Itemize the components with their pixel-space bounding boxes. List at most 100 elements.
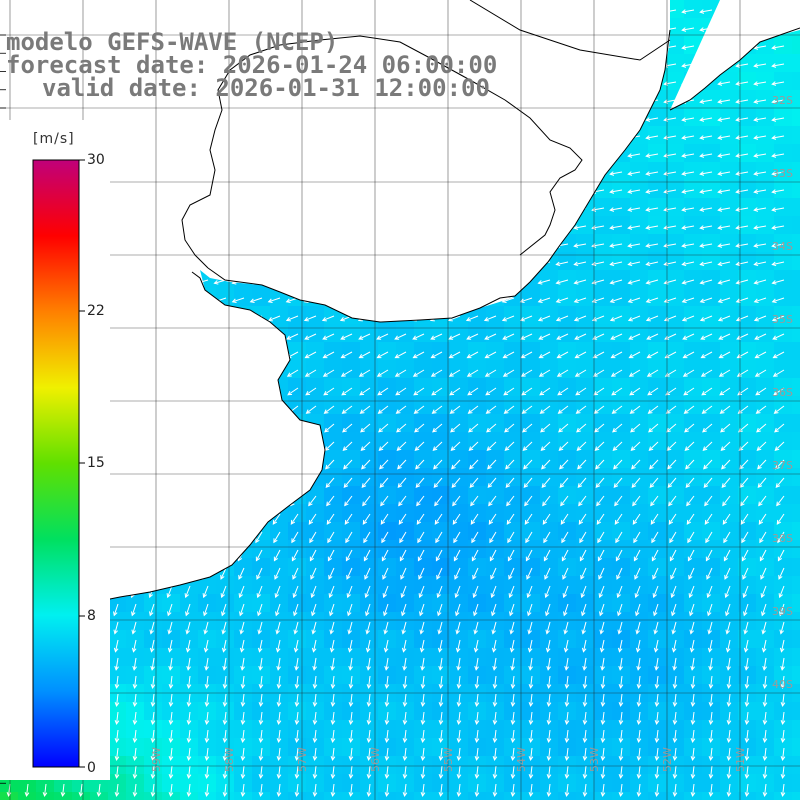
wind-cell [738, 504, 756, 522]
wind-cell [540, 540, 558, 558]
wind-cell [432, 720, 450, 738]
wind-cell [288, 576, 306, 594]
wind-cell [450, 702, 468, 720]
wind-cell [342, 432, 360, 450]
wind-cell [234, 720, 252, 738]
wind-cell [144, 702, 162, 720]
wind-cell [180, 630, 198, 648]
wind-cell [468, 774, 486, 792]
wind-cell [720, 198, 738, 216]
wind-cell [648, 612, 666, 630]
wind-arrow [645, 297, 659, 304]
wind-cell [288, 594, 306, 612]
wind-cell [756, 360, 774, 378]
wind-cell [558, 396, 576, 414]
wind-cell [702, 738, 720, 756]
wind-cell [360, 648, 378, 666]
wind-cell [630, 396, 648, 414]
wind-cell [594, 306, 612, 324]
wind-cell [738, 126, 756, 144]
wind-cell [630, 594, 648, 612]
wind-cell [792, 792, 800, 800]
wind-cell [414, 612, 432, 630]
wind-cell [360, 594, 378, 612]
wind-cell [756, 486, 774, 504]
wind-cell [648, 576, 666, 594]
wind-cell [558, 756, 576, 774]
wind-cell [378, 522, 396, 540]
wind-cell [612, 702, 630, 720]
wind-cell [684, 522, 702, 540]
wind-cell [792, 774, 800, 792]
wind-cell [576, 648, 594, 666]
wind-cell [468, 450, 486, 468]
wind-arrow [645, 279, 659, 285]
wind-cell [360, 576, 378, 594]
wind-cell [144, 738, 162, 756]
wind-cell [774, 270, 792, 288]
wind-cell [702, 162, 720, 180]
wind-cell [792, 36, 800, 54]
wind-cell [648, 648, 666, 666]
wind-cell [774, 54, 792, 72]
wind-cell [666, 162, 684, 180]
wind-cell [774, 720, 792, 738]
wind-cell [720, 594, 738, 612]
wind-cell [324, 540, 342, 558]
wind-cell [684, 216, 702, 234]
wind-cell [756, 288, 774, 306]
wind-cell [630, 342, 648, 360]
wind-cell [378, 630, 396, 648]
wind-cell [540, 648, 558, 666]
wind-cell [216, 702, 234, 720]
wind-cell [720, 504, 738, 522]
wind-cell [576, 540, 594, 558]
wind-cell [162, 630, 180, 648]
wind-cell [504, 702, 522, 720]
wind-cell [414, 414, 432, 432]
wind-arrow [771, 297, 785, 304]
wind-cell [630, 576, 648, 594]
wind-cell [288, 558, 306, 576]
colorbar-unit: [m/s] [33, 131, 75, 147]
wind-cell [468, 702, 486, 720]
wind-arrow [627, 261, 641, 267]
wind-arrow [753, 225, 767, 230]
wind-cell [414, 666, 432, 684]
wind-cell [360, 450, 378, 468]
wind-cell [756, 180, 774, 198]
wind-cell [738, 522, 756, 540]
wind-cell [684, 126, 702, 144]
wind-arrow [735, 243, 749, 248]
wind-arrow [735, 153, 749, 158]
wind-arrow [267, 315, 281, 322]
wind-cell [468, 540, 486, 558]
wind-cell [666, 324, 684, 342]
wind-cell [792, 234, 800, 252]
wind-cell [594, 558, 612, 576]
wind-cell [666, 396, 684, 414]
wind-cell [360, 612, 378, 630]
wind-cell [792, 738, 800, 756]
wind-cell [126, 594, 144, 612]
wind-cell [378, 468, 396, 486]
wind-arrow [591, 279, 605, 285]
wind-cell [576, 630, 594, 648]
wind-cell [774, 450, 792, 468]
wind-cell [342, 576, 360, 594]
wind-cell [504, 306, 522, 324]
wind-cell [684, 540, 702, 558]
wind-cell [594, 774, 612, 792]
wind-cell [396, 738, 414, 756]
wind-cell [360, 522, 378, 540]
wind-cell [720, 126, 738, 144]
wind-cell [756, 270, 774, 288]
wind-cell [414, 450, 432, 468]
wind-cell [720, 720, 738, 738]
wind-cell [702, 450, 720, 468]
wind-cell [774, 486, 792, 504]
wind-cell [270, 612, 288, 630]
wind-arrow [717, 189, 731, 194]
wind-cell [504, 432, 522, 450]
wind-cell [306, 540, 324, 558]
